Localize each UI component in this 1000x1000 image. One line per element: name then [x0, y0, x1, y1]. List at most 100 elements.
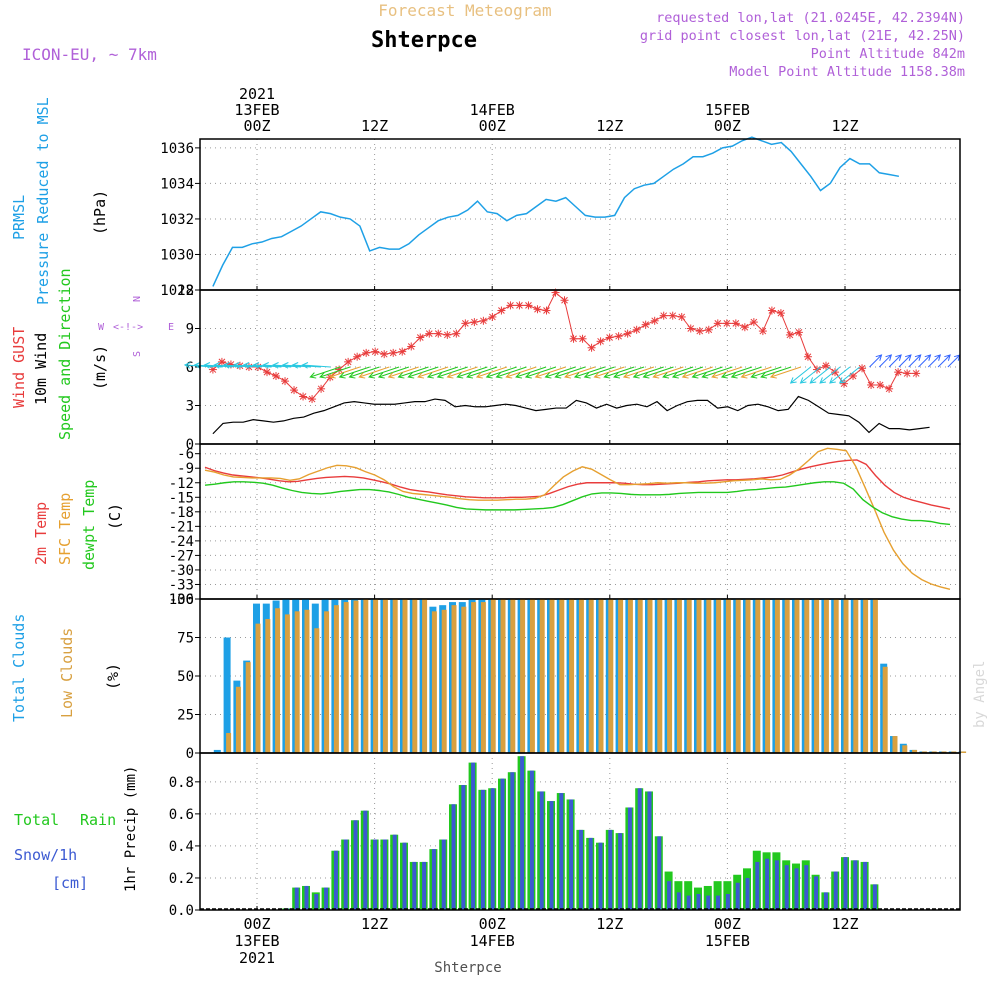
gust-marker [623, 329, 632, 338]
snow-unit: [cm] [52, 874, 88, 892]
snow-bar [373, 839, 378, 910]
snow-bar [696, 893, 701, 910]
snow-bar [637, 788, 642, 910]
low-clouds-bar [716, 599, 722, 753]
low-clouds-bar [657, 599, 663, 753]
wind-direction-arrow [232, 362, 262, 369]
snow-bar [382, 839, 387, 910]
bottom-time-label: 12Z [361, 915, 388, 933]
gust-marker [713, 319, 722, 328]
low-clouds-bar [294, 611, 300, 753]
wind-direction-arrow [544, 366, 576, 379]
snow-bar [804, 865, 809, 910]
low-clouds-bar [902, 745, 908, 753]
gust-marker [533, 305, 542, 314]
low-clouds-bar [343, 602, 349, 753]
low-clouds-bar [422, 599, 428, 753]
bottom-time-label: 12Z [596, 915, 623, 933]
low-clouds-bar [833, 599, 839, 753]
pressure-label-prmsl: PRMSL [10, 195, 28, 240]
low-clouds-bar [755, 599, 761, 753]
gust-marker [903, 369, 912, 378]
gust-marker [479, 316, 488, 325]
low-clouds-bar [235, 686, 241, 753]
gust-marker [605, 333, 614, 342]
gust-marker [389, 348, 398, 357]
wind-direction-arrow [475, 366, 508, 379]
gust-marker [840, 379, 849, 388]
top-time-label: 13FEB [234, 101, 279, 119]
wind-direction-arrow [262, 362, 292, 369]
requested-coordinates: requested lon,lat (21.0245E, 42.2394N) [656, 10, 965, 26]
snow-bar [814, 876, 819, 910]
low-clouds-bar [373, 599, 379, 753]
bottom-time-label: 15FEB [705, 932, 750, 950]
wind-direction-arrow [701, 366, 733, 379]
low-clouds-bar [618, 599, 624, 753]
low-clouds-bar [363, 599, 369, 753]
bottom-time-label: 14FEB [470, 932, 515, 950]
gust-marker [461, 319, 470, 328]
footer-location: Shterpce [434, 960, 501, 976]
y-tick-label: 0 [186, 437, 194, 453]
gust-marker [434, 329, 443, 338]
wind-direction-arrow [681, 366, 713, 379]
snow-bar [324, 887, 329, 910]
gust-marker [722, 319, 731, 328]
wind-direction-arrow [515, 366, 547, 379]
snow-bar [569, 799, 574, 910]
low-clouds-bar [549, 599, 555, 753]
meteogram-title: Forecast Meteogram [378, 1, 551, 20]
y-tick-label: -15 [169, 490, 194, 506]
gust-marker [831, 368, 840, 377]
total-clouds-bar [223, 637, 231, 753]
low-clouds-bar [510, 599, 516, 753]
low-clouds-bar [735, 599, 741, 753]
wind-direction-arrow [564, 366, 596, 379]
bottom-time-label: 13FEB [234, 932, 279, 950]
wind-direction-arrow [662, 366, 694, 379]
wind-direction-arrow [908, 354, 922, 368]
low-clouds-bar [843, 599, 849, 753]
snow-bar [402, 842, 407, 910]
low-clouds-bar [382, 599, 388, 753]
snow-bar [314, 893, 319, 910]
gust-marker [281, 377, 290, 386]
wind-direction-arrow [819, 366, 841, 384]
compass-north: N [132, 296, 143, 302]
low-clouds-bar [559, 599, 565, 753]
wind-gust-label: Wind GUST [10, 327, 28, 408]
snow-bar [392, 834, 397, 910]
gust-marker [587, 343, 596, 352]
y-tick-label: 0.0 [169, 903, 194, 919]
low-clouds-bar [892, 736, 898, 753]
wind-direction-arrow [740, 366, 772, 379]
gust-marker [344, 357, 353, 366]
bottom-time-label: 00Z [243, 915, 270, 933]
gust-marker [659, 311, 668, 320]
wind-direction-arrow [213, 362, 243, 369]
low-clouds-bar [333, 605, 339, 753]
low-clouds-bar [539, 599, 545, 753]
wind-direction-arrow [613, 366, 645, 379]
gust-marker [650, 316, 659, 325]
gust-marker [849, 371, 858, 380]
wind-direction-arrow [397, 366, 429, 379]
top-time-label: 12Z [596, 117, 623, 135]
wind-direction-arrow [888, 354, 902, 368]
gust-marker [912, 369, 921, 378]
low-clouds-bar [941, 751, 947, 753]
snow-bar [863, 861, 868, 910]
low-clouds-bar [451, 605, 457, 753]
compass-east: E [168, 322, 174, 333]
pressure-line [212, 136, 900, 287]
y-tick-label: 12 [177, 283, 194, 299]
gust-marker [894, 368, 903, 377]
low-clouds-bar [912, 749, 918, 753]
top-time-label: 14FEB [470, 101, 515, 119]
wind-direction-arrow [291, 362, 321, 369]
snow-bar [657, 836, 662, 910]
wind-direction-arrow [583, 366, 615, 379]
